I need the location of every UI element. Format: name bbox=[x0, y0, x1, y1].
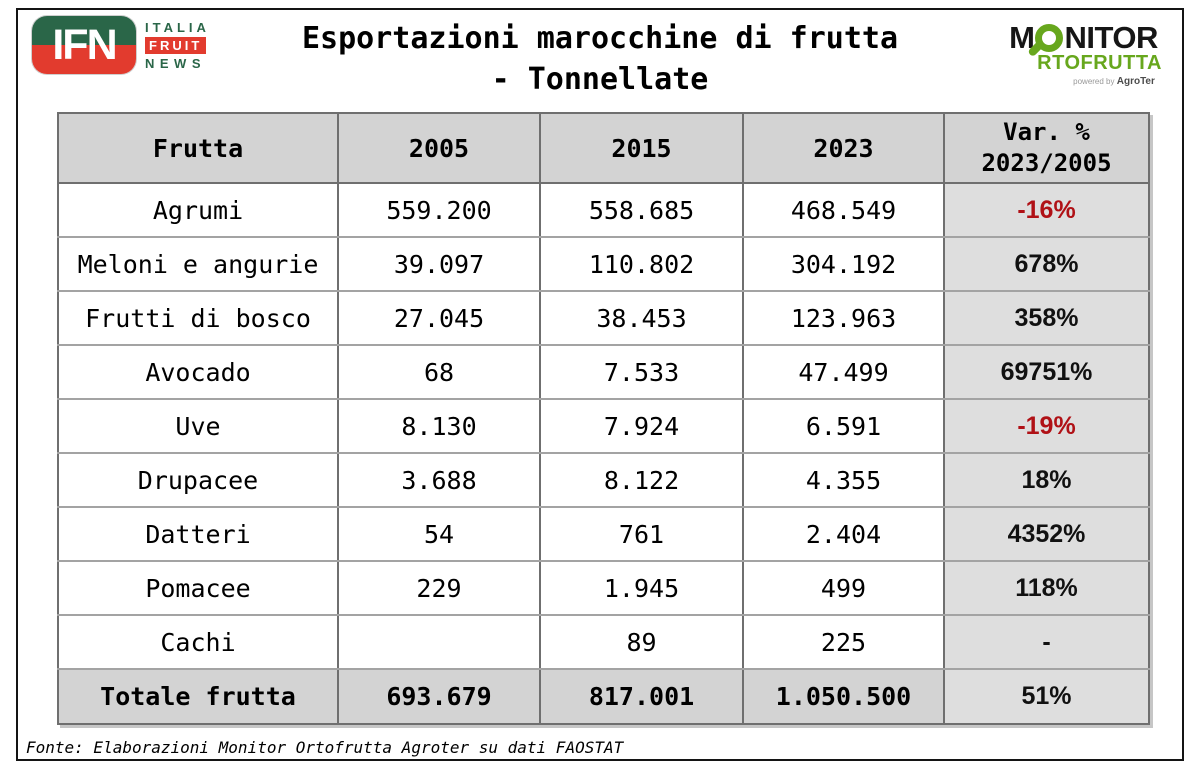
monitor-wordmark-line1: M NITOR bbox=[1009, 20, 1162, 56]
var-pct-cell: 358% bbox=[943, 291, 1149, 346]
value-2005-cell: 68 bbox=[337, 345, 540, 400]
page-title-line1: Esportazioni marocchine di frutta bbox=[301, 21, 899, 56]
var-pct-cell: -19% bbox=[943, 399, 1149, 454]
value-2015-cell: 1.945 bbox=[539, 561, 743, 616]
value-2015-cell: 7.924 bbox=[539, 399, 743, 454]
ifn-word-news: NEWS bbox=[145, 55, 206, 71]
monitor-letters-nitor: NITOR bbox=[1064, 20, 1158, 55]
value-2015-cell: 761 bbox=[539, 507, 743, 562]
value-2005-cell: 3.688 bbox=[337, 453, 540, 508]
table-row: Cachi 89 225 - bbox=[58, 615, 1149, 670]
fruit-name-cell: Drupacee bbox=[58, 453, 338, 508]
col-header-var: Var. % 2023/2005 bbox=[943, 113, 1149, 184]
fruit-name-cell: Agrumi bbox=[58, 183, 338, 238]
ifn-wordmark: ITALIA FRUIT NEWS bbox=[145, 20, 210, 71]
page-title-line2: - Tonnellate bbox=[491, 62, 709, 97]
value-2023-cell: 4.355 bbox=[742, 453, 944, 508]
ifn-word-fruit: FRUIT bbox=[145, 36, 207, 54]
value-2015-cell: 7.533 bbox=[539, 345, 743, 400]
value-2023-cell: 6.591 bbox=[742, 399, 944, 454]
value-2005-cell: 39.097 bbox=[337, 237, 540, 292]
ifn-badge-red-half bbox=[32, 45, 136, 74]
var-pct-cell: - bbox=[943, 615, 1149, 670]
fruit-name-cell: Uve bbox=[58, 399, 338, 454]
value-2023-cell: 225 bbox=[742, 615, 944, 670]
value-2023-cell: 304.192 bbox=[742, 237, 944, 292]
var-pct-cell: -16% bbox=[943, 183, 1149, 238]
powered-by-label: powered by bbox=[1073, 77, 1117, 86]
table-row: Drupacee 3.688 8.122 4.355 18% bbox=[58, 453, 1149, 508]
exports-table: Frutta 2005 2015 2023 Var. % 2023/2005 A… bbox=[57, 112, 1150, 725]
monitor-wordmark-line2: RTOFRUTTA bbox=[1037, 52, 1162, 74]
var-pct-cell: 18% bbox=[943, 453, 1149, 508]
magnifier-icon bbox=[1035, 24, 1064, 52]
fruit-name-cell: Meloni e angurie bbox=[58, 237, 338, 292]
value-2015-cell: 38.453 bbox=[539, 291, 743, 346]
infographic-frame: IFN ITALIA FRUIT NEWS Esportazioni maroc… bbox=[16, 8, 1184, 761]
value-2023-cell: 123.963 bbox=[742, 291, 944, 346]
value-2023-cell: 2.404 bbox=[742, 507, 944, 562]
fruit-name-cell: Pomacee bbox=[58, 561, 338, 616]
table-row: Datteri 54 761 2.404 4352% bbox=[58, 507, 1149, 562]
fruit-name-cell: Avocado bbox=[58, 345, 338, 400]
monitor-powered-by: powered by AgroTer bbox=[1073, 76, 1162, 87]
value-2005-cell: 559.200 bbox=[337, 183, 540, 238]
var-pct-cell: 69751% bbox=[943, 345, 1149, 400]
col-header-frutta: Frutta bbox=[58, 113, 338, 184]
col-header-2015: 2015 bbox=[539, 113, 743, 184]
value-2015-cell: 89 bbox=[539, 615, 743, 670]
value-2015-cell: 8.122 bbox=[539, 453, 743, 508]
col-header-2023: 2023 bbox=[742, 113, 944, 184]
var-pct-cell: 678% bbox=[943, 237, 1149, 292]
ifn-badge-green-half bbox=[32, 16, 136, 45]
value-2015-cell: 558.685 bbox=[539, 183, 743, 238]
total-2005-cell: 693.679 bbox=[337, 668, 540, 724]
table-row: Agrumi 559.200 558.685 468.549 -16% bbox=[58, 183, 1149, 238]
table-row: Uve 8.130 7.924 6.591 -19% bbox=[58, 399, 1149, 454]
col-header-var-line2: 2023/2005 bbox=[981, 149, 1112, 177]
table-row: Avocado 68 7.533 47.499 69751% bbox=[58, 345, 1149, 400]
ifn-badge-icon: IFN bbox=[32, 16, 136, 74]
value-2005-cell: 8.130 bbox=[337, 399, 540, 454]
total-var-pct-cell: 51% bbox=[943, 668, 1149, 724]
table-row: Meloni e angurie 39.097 110.802 304.192 … bbox=[58, 237, 1149, 292]
fruit-name-cell: Datteri bbox=[58, 507, 338, 562]
var-pct-cell: 118% bbox=[943, 561, 1149, 616]
agroter-label: AgroTer bbox=[1116, 76, 1155, 87]
value-2005-cell bbox=[337, 615, 540, 670]
ifn-acronym: IFN bbox=[52, 20, 117, 69]
value-2005-cell: 229 bbox=[337, 561, 540, 616]
table-row: Frutti di bosco 27.045 38.453 123.963 35… bbox=[58, 291, 1149, 346]
total-label-cell: Totale frutta bbox=[58, 668, 338, 724]
page-title: Esportazioni marocchine di frutta - Tonn… bbox=[168, 18, 1032, 100]
value-2023-cell: 468.549 bbox=[742, 183, 944, 238]
table-row: Pomacee 229 1.945 499 118% bbox=[58, 561, 1149, 616]
total-2015-cell: 817.001 bbox=[539, 668, 743, 724]
value-2005-cell: 27.045 bbox=[337, 291, 540, 346]
monitor-ortofrutta-logo: M NITOR RTOFRUTTA powered by AgroTer bbox=[1009, 20, 1162, 87]
col-header-var-line1: Var. % bbox=[1003, 118, 1090, 146]
ifn-word-italia: ITALIA bbox=[145, 19, 210, 35]
fruit-name-cell: Cachi bbox=[58, 615, 338, 670]
col-header-2005: 2005 bbox=[337, 113, 540, 184]
value-2015-cell: 110.802 bbox=[539, 237, 743, 292]
header-row: Frutta 2005 2015 2023 Var. % 2023/2005 bbox=[58, 113, 1149, 184]
source-note: Fonte: Elaborazioni Monitor Ortofrutta A… bbox=[26, 738, 624, 757]
total-2023-cell: 1.050.500 bbox=[742, 668, 944, 724]
fruit-name-cell: Frutti di bosco bbox=[58, 291, 338, 346]
ifn-logo: IFN ITALIA FRUIT NEWS bbox=[32, 16, 210, 74]
value-2005-cell: 54 bbox=[337, 507, 540, 562]
value-2023-cell: 47.499 bbox=[742, 345, 944, 400]
value-2023-cell: 499 bbox=[742, 561, 944, 616]
var-pct-cell: 4352% bbox=[943, 507, 1149, 562]
total-row: Totale frutta 693.679 817.001 1.050.500 … bbox=[58, 668, 1149, 724]
